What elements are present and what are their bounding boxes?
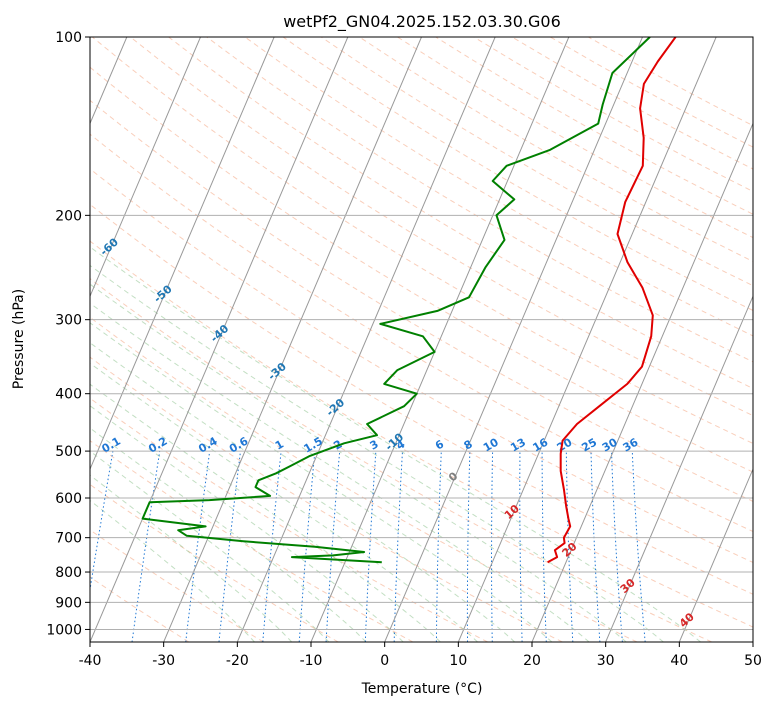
y-tick-label: 900 <box>55 595 82 611</box>
dry-adiabat <box>90 483 339 642</box>
x-tick-label: 0 <box>380 653 389 669</box>
x-tick-label: -20 <box>226 653 249 669</box>
y-tick-label: 100 <box>55 30 82 46</box>
y-tick-label: 800 <box>55 565 82 581</box>
dry-adiabat <box>90 356 563 642</box>
isotherm <box>678 467 753 642</box>
moist-adiabats <box>90 246 701 642</box>
y-tick-label: 600 <box>55 491 82 507</box>
x-tick-label: 10 <box>449 653 467 669</box>
isotherm <box>605 295 753 642</box>
isotherm <box>384 37 643 642</box>
dry-adiabat <box>130 37 753 417</box>
isotherm <box>236 37 496 642</box>
dewpoint-profile-line <box>141 37 651 564</box>
moist-adiabat <box>90 405 404 642</box>
isotherm <box>90 37 349 642</box>
isotherms <box>90 37 753 642</box>
mixing-ratio-line <box>262 451 282 642</box>
x-tick-label: -10 <box>300 653 323 669</box>
background-lines <box>90 37 753 642</box>
moist-adiabat <box>90 322 553 642</box>
chart-title: wetPf2_GN04.2025.152.03.30.G06 <box>283 12 561 32</box>
y-tick-label: 300 <box>55 313 82 329</box>
x-axis: -40 -30 -20 -10 0 10 20 30 40 50 <box>79 642 762 669</box>
x-tick-label: 40 <box>670 653 688 669</box>
y-tick-label: 400 <box>55 387 82 403</box>
dry-adiabat <box>90 168 753 563</box>
temperature-profile-line <box>547 37 677 564</box>
x-tick-label: 30 <box>597 653 615 669</box>
y-tick-label: 700 <box>55 531 82 547</box>
dry-adiabat <box>90 397 488 642</box>
x-tick-label: 20 <box>523 653 541 669</box>
x-axis-title: Temperature (°C) <box>361 681 483 697</box>
dry-adiabat <box>90 203 753 595</box>
mixing-ratio-line <box>185 451 211 642</box>
isotherm <box>163 37 422 642</box>
moist-adiabat <box>90 427 367 642</box>
y-axis-title: Pressure (hPa) <box>11 289 27 389</box>
x-tick-label: -40 <box>79 653 102 669</box>
moist-adiabat <box>90 264 664 642</box>
isotherm <box>531 122 753 642</box>
x-tick-label: 50 <box>744 653 762 669</box>
moist-adiabat <box>90 450 330 642</box>
dry-adiabat <box>90 66 753 473</box>
moist-adiabat <box>90 383 441 642</box>
isotherm <box>310 37 570 642</box>
moist-adiabat <box>90 362 478 642</box>
plot-frame <box>89 36 754 643</box>
isotherm <box>90 37 201 298</box>
moist-adiabat <box>90 246 701 642</box>
dry-adiabat <box>206 37 753 363</box>
isotherm <box>457 37 717 642</box>
dry-adiabat <box>90 240 753 628</box>
moist-adiabat <box>90 342 516 642</box>
mixing-ratio-line <box>218 451 241 642</box>
dry-adiabat <box>90 133 753 533</box>
y-tick-label: 500 <box>55 444 82 460</box>
mixing-ratio-line <box>90 451 114 593</box>
isotherm <box>90 37 275 471</box>
moist-adiabat <box>90 302 590 642</box>
pressure-gridlines <box>90 37 753 630</box>
mixing-ratio-line <box>631 451 646 642</box>
y-tick-label: 200 <box>55 208 82 224</box>
dry-adiabat <box>282 37 753 312</box>
profile-lines <box>141 37 677 564</box>
y-axis: 100 200 300 400 500 600 700 800 900 1000 <box>46 30 90 638</box>
y-tick-label: 1000 <box>46 622 82 638</box>
x-tick-label: -30 <box>152 653 175 669</box>
mixing-ratio-line <box>298 451 316 642</box>
